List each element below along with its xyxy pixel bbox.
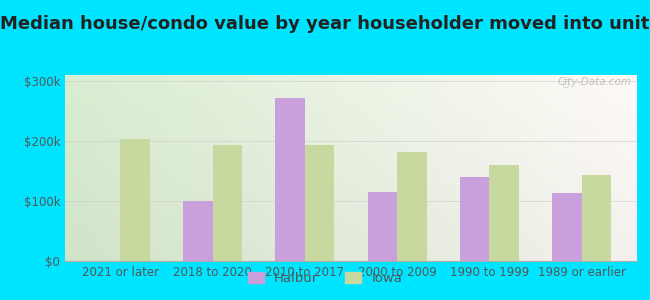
Legend: Halbur, Iowa: Halbur, Iowa	[242, 267, 408, 290]
Bar	[183, 201, 213, 261]
Bar	[460, 177, 489, 261]
Text: Median house/condo value by year householder moved into unit: Median house/condo value by year househo…	[0, 15, 650, 33]
Bar	[552, 193, 582, 261]
Text: City-Data.com: City-Data.com	[557, 77, 631, 87]
Bar	[305, 145, 334, 261]
Bar	[368, 192, 397, 261]
Text: ⦿: ⦿	[562, 77, 568, 87]
Bar	[120, 139, 150, 261]
Bar	[213, 145, 242, 261]
Bar	[276, 98, 305, 261]
Bar	[397, 152, 426, 261]
Bar	[582, 175, 611, 261]
Bar	[489, 165, 519, 261]
